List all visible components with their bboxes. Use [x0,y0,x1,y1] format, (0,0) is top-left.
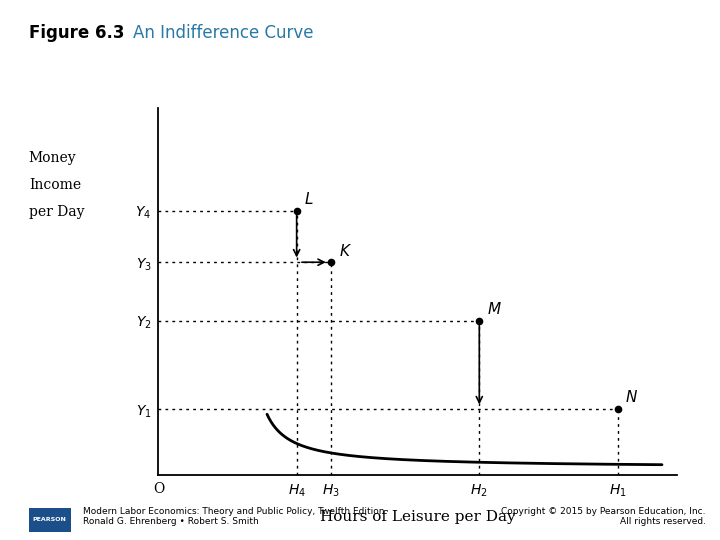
Text: $L$: $L$ [304,191,314,207]
Text: $K$: $K$ [338,242,351,259]
Text: PEARSON: PEARSON [32,517,67,522]
Text: Figure 6.3: Figure 6.3 [29,24,125,42]
Text: Money: Money [29,151,76,165]
Text: $N$: $N$ [625,389,638,406]
Text: An Indifference Curve: An Indifference Curve [133,24,314,42]
Text: $M$: $M$ [487,301,501,318]
Text: Income: Income [29,178,81,192]
Text: Modern Labor Economics: Theory and Public Policy, Twelfth Edition
Ronald G. Ehre: Modern Labor Economics: Theory and Publi… [83,507,384,526]
Text: per Day: per Day [29,205,84,219]
Text: Copyright © 2015 by Pearson Education, Inc.
All rights reserved.: Copyright © 2015 by Pearson Education, I… [501,507,706,526]
X-axis label: Hours of Leisure per Day: Hours of Leisure per Day [320,510,516,524]
